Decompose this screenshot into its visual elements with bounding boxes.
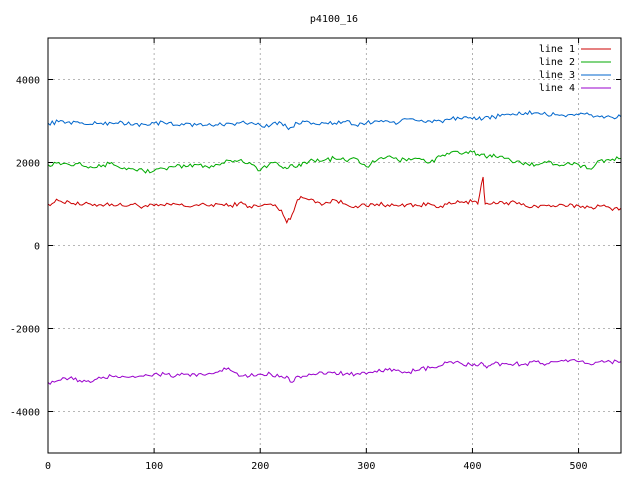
y-tick-label: 2000 (16, 159, 40, 170)
x-tick-label: 100 (145, 461, 163, 472)
x-tick-label: 300 (357, 461, 375, 472)
chart-title: p4100_16 (310, 14, 358, 25)
x-tick-label: 500 (570, 461, 588, 472)
y-tick-label: -4000 (10, 408, 40, 419)
y-tick-label: 4000 (16, 76, 40, 87)
series-line-1 (47, 176, 622, 224)
x-tick-label: 400 (463, 461, 481, 472)
legend-label: line 3 (539, 70, 575, 81)
x-tick-label: 200 (251, 461, 269, 472)
legend-label: line 1 (539, 44, 575, 55)
legend: line 1 line 2 line 3 line 4 (539, 44, 611, 94)
y-tick-label: 0 (34, 242, 40, 253)
series-line-4 (47, 358, 622, 386)
series-group (47, 109, 622, 386)
grid (48, 38, 621, 453)
axis-ticks: 0 100 200 300 400 500 -4000 -2000 0 2000 4000 (10, 38, 621, 472)
legend-label: line 2 (539, 57, 575, 68)
y-tick-label: -2000 (10, 325, 40, 336)
legend-label: line 4 (539, 83, 575, 94)
series-line-3 (47, 109, 622, 131)
series-line-2 (47, 150, 622, 174)
x-tick-label: 0 (45, 461, 51, 472)
